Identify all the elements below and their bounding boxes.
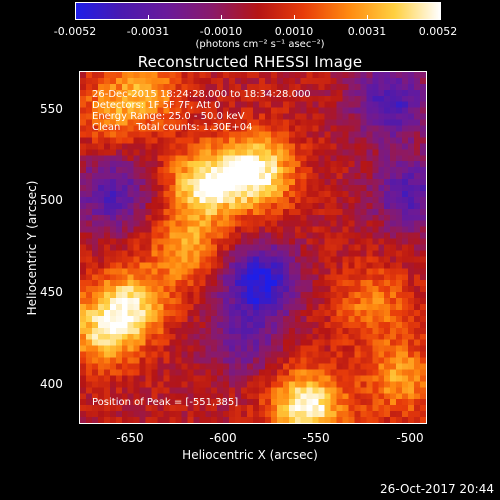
image-plot-area: 26-Dec-2015 18:24:28.000 to 18:34:28.000… [79,71,427,424]
colorbar [75,2,441,20]
chart-title: Reconstructed RHESSI Image [137,53,363,71]
annotation-peak-position: Position of Peak = [-551,385] [92,397,239,408]
annotation-time-range: 26-Dec-2015 18:24:28.000 to 18:34:28.000 [92,89,311,100]
colorbar-tick [294,15,295,20]
colorbar-tick-label: 0.0031 [347,25,387,38]
y-tick-label: 450 [40,285,63,299]
timestamp: 26-Oct-2017 20:44 [380,482,494,496]
colorbar-tick-label: -0.0031 [126,25,170,38]
x-tick-label: -500 [396,431,424,445]
colorbar-tick [440,15,441,20]
colorbar-tick [148,15,149,20]
colorbar-tick-label: 0.0052 [418,25,458,38]
x-tick-label: -550 [302,431,330,445]
colorbar-tick [75,15,76,20]
y-axis-label: Heliocentric Y (arcsec) [25,180,39,316]
colorbar-tick-label: -0.0052 [53,25,97,38]
y-tick-label: 550 [40,102,63,116]
heatmap-canvas [80,72,426,423]
x-tick-label: -600 [209,431,237,445]
colorbar-unit-label: (photons cm⁻² s⁻¹ asec⁻²) [195,39,325,50]
colorbar-tick [367,15,368,20]
y-tick-label: 400 [40,377,63,391]
y-tick-label: 500 [40,193,63,207]
annotation-energy-range: Energy Range: 25.0 - 50.0 keV [92,111,245,122]
x-axis-label: Heliocentric X (arcsec) [182,448,318,462]
colorbar-tick-label: 0.0010 [274,25,314,38]
annotation-clean-counts: Clean Total counts: 1.30E+04 [92,122,253,133]
colorbar-tick [221,15,222,20]
annotation-detectors: Detectors: 1F 5F 7F, Att 0 [92,100,221,111]
x-tick-label: -650 [116,431,144,445]
colorbar-tick-label: -0.0010 [199,25,243,38]
